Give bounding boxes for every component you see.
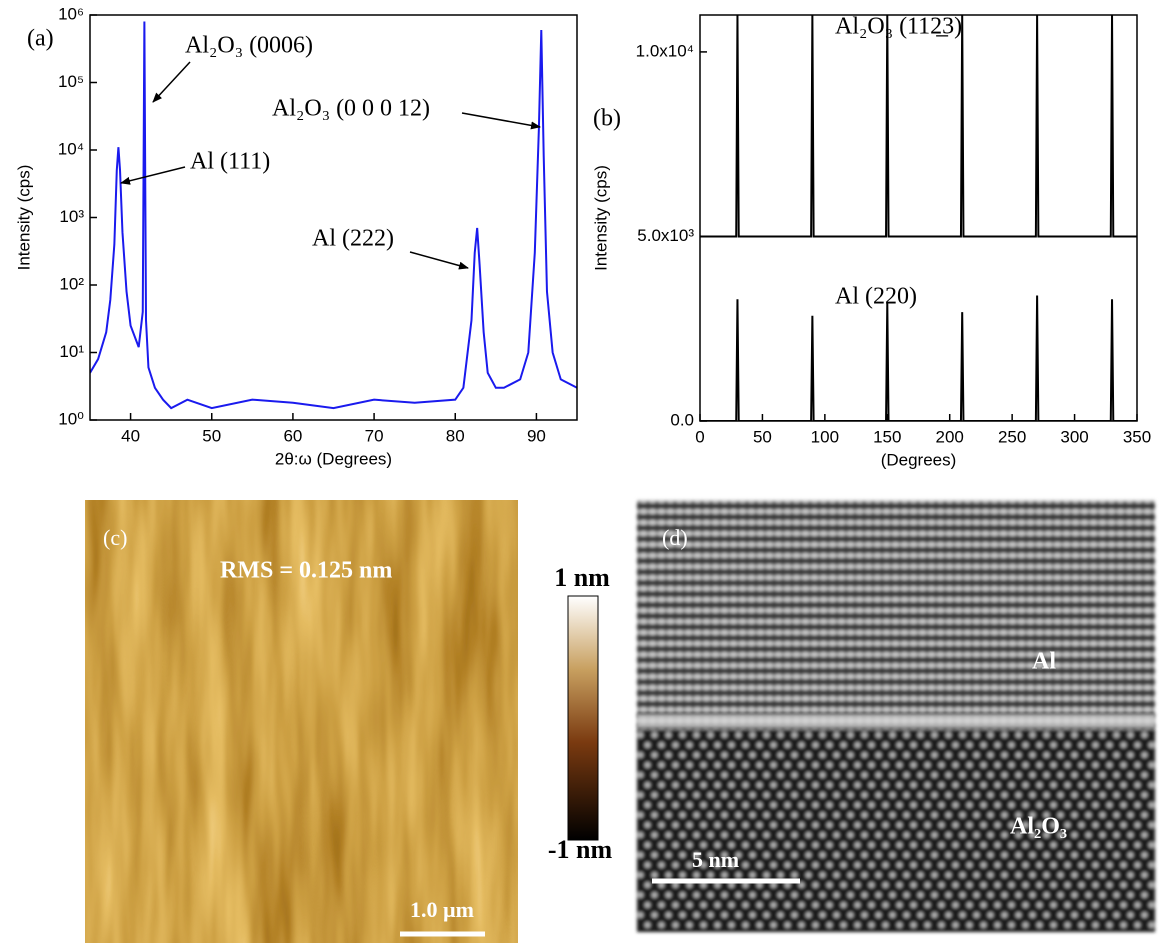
- series-label: Al₂O₃ (112̲3): [835, 14, 962, 40]
- x-axis-label: 2θ:ω (Degrees): [275, 449, 392, 468]
- x-tick-label: 40: [121, 426, 140, 445]
- plot-frame: [90, 15, 577, 420]
- page: {"chart_data": [ {"type": "line", "label…: [0, 0, 1162, 947]
- y-tick-label: 10³: [59, 207, 84, 226]
- panel-label: (b): [593, 106, 621, 132]
- x-axis-label: (Degrees): [881, 450, 957, 469]
- data-line: [90, 22, 577, 409]
- scale-bar-label: 1.0 µm: [410, 897, 474, 922]
- colorbar-min: -1 nm: [548, 835, 613, 864]
- x-tick-label: 250: [998, 427, 1026, 446]
- annotation: Al (222): [312, 226, 394, 252]
- y-tick-label: 10⁶: [58, 4, 84, 23]
- annotation-arrow: [121, 167, 185, 183]
- x-tick-label: 70: [365, 426, 384, 445]
- annotation: Al₂O₃ (0 0 0 12): [272, 96, 430, 122]
- tem-sapphire-region: [637, 730, 1155, 932]
- panel-label: (c): [103, 525, 127, 550]
- x-tick-label: 50: [753, 427, 772, 446]
- x-tick-label: 90: [527, 426, 546, 445]
- y-tick-label: 10⁰: [58, 409, 84, 428]
- region-label: Al: [1032, 649, 1056, 675]
- scale-bar-label: 5 nm: [692, 847, 739, 872]
- figure: (c) RMS = 0.125 nm 1.0 µm 1 nm -1 nm (d)…: [0, 0, 1162, 947]
- colorbar: [568, 596, 598, 840]
- panel-label: (d): [662, 525, 688, 550]
- region-label: Al₂O₃: [1010, 814, 1067, 840]
- y-tick-label: 10¹: [59, 342, 84, 361]
- panel-label: (a): [27, 26, 54, 52]
- data-line: [700, 296, 1137, 421]
- x-tick-label: 80: [446, 426, 465, 445]
- y-tick-label: 0.0: [670, 410, 694, 429]
- y-tick-label: 10⁴: [58, 139, 84, 158]
- y-tick-label: 1.0x10⁴: [636, 41, 694, 60]
- y-tick-label: 10²: [59, 274, 84, 293]
- colorbar-max: 1 nm: [554, 563, 610, 592]
- annotation-arrow: [462, 113, 540, 127]
- y-axis-label: Intensity (cps): [591, 165, 610, 271]
- x-tick-label: 300: [1060, 427, 1088, 446]
- x-tick-label: 100: [811, 427, 839, 446]
- x-tick-label: 200: [936, 427, 964, 446]
- rms-annotation: RMS = 0.125 nm: [220, 558, 392, 584]
- x-tick-label: 0: [695, 427, 704, 446]
- x-tick-label: 150: [873, 427, 901, 446]
- tem-al-region: [637, 500, 1155, 732]
- x-tick-label: 350: [1123, 427, 1151, 446]
- y-tick-label: 5.0x10³: [637, 226, 694, 245]
- y-axis-label: Intensity (cps): [14, 165, 33, 271]
- annotation-arrow: [410, 252, 468, 268]
- plot-frame: [700, 15, 1137, 421]
- tem-interface: [637, 714, 1155, 728]
- annotation-arrow: [153, 62, 190, 102]
- data-line: [700, 15, 1137, 236]
- x-tick-label: 50: [202, 426, 221, 445]
- series-label: Al (220): [835, 284, 917, 310]
- y-tick-label: 10⁵: [58, 72, 84, 91]
- x-tick-label: 60: [283, 426, 302, 445]
- annotation: Al₂O₃ (0006): [185, 33, 313, 59]
- annotation: Al (111): [190, 149, 270, 175]
